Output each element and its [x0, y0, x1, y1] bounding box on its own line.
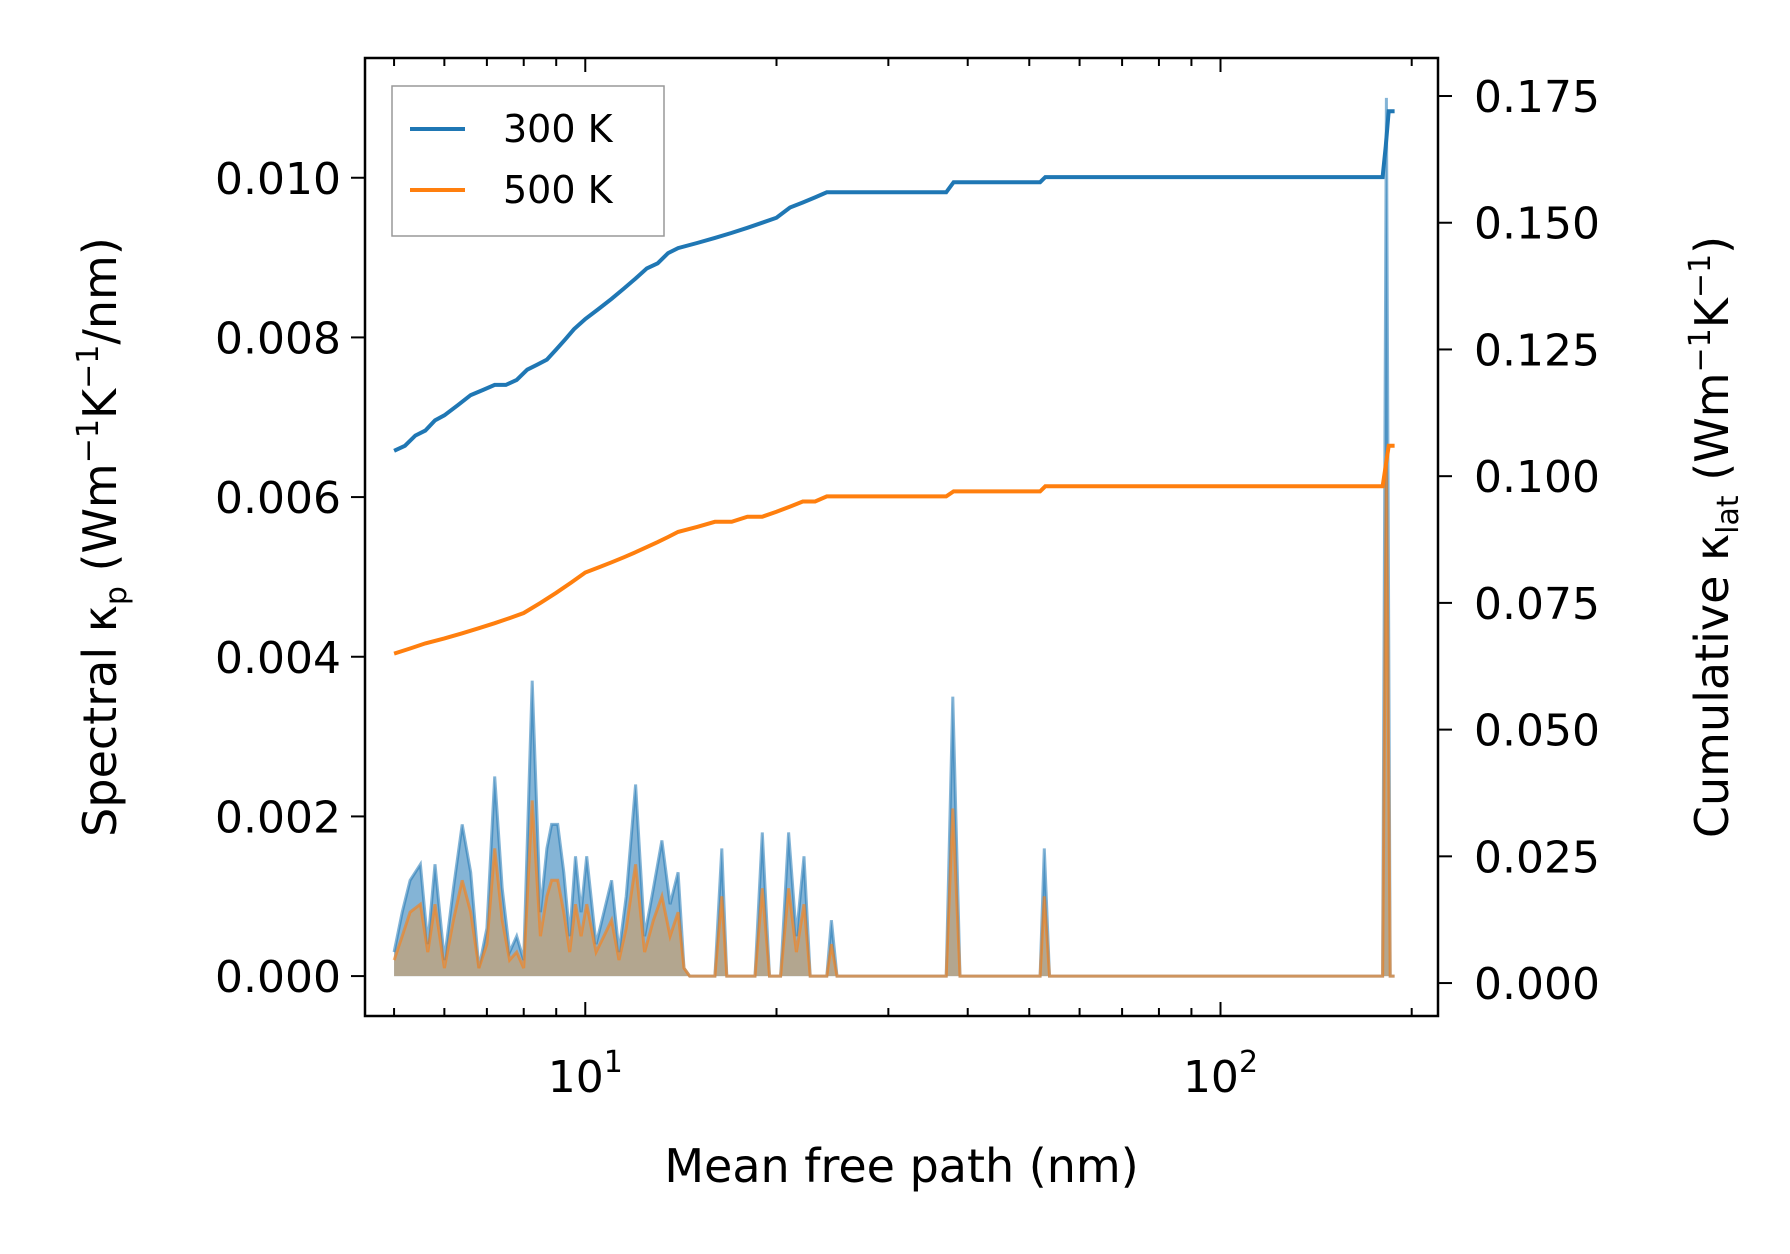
- left-y-label-part: Spectral κ: [73, 605, 127, 837]
- spectral-line-500k: [392, 457, 1395, 978]
- left-y-label-sub: p: [99, 586, 134, 605]
- right-y-label-sup: −1: [1683, 328, 1718, 372]
- legend: 300 K 500 K: [391, 85, 665, 237]
- x-tick-base: 10: [1183, 1052, 1239, 1103]
- left-y-label-part: /nm): [73, 237, 127, 344]
- right-y-label-part: ): [1685, 236, 1739, 254]
- y-left-tick-label: 0.000: [215, 952, 341, 1003]
- plot-frame: [363, 56, 1440, 1018]
- left-y-label-part: K: [73, 387, 127, 419]
- legend-box: [391, 85, 665, 237]
- x-tick-exponent: 2: [1239, 1045, 1258, 1080]
- right-y-label-sub: lat: [1711, 495, 1746, 534]
- y-right-tick-label: 0.125: [1474, 325, 1600, 376]
- cumulative-lines: [393, 109, 1395, 656]
- right-y-label-part: Cumulative κ: [1685, 534, 1739, 838]
- y-right-tick-label: 0.100: [1474, 452, 1600, 503]
- y-right-tick-label: 0.150: [1474, 199, 1600, 250]
- y-right-tick-label: 0.050: [1474, 706, 1600, 757]
- x-axis-label: Mean free path (nm): [664, 1139, 1138, 1193]
- y-left-tick-label: 0.006: [215, 473, 341, 524]
- y-left-tick-label: 0.002: [215, 792, 341, 843]
- x-tick-label: 102: [1183, 1045, 1258, 1103]
- cumulative-line-500k: [393, 443, 1395, 656]
- right-y-axis-label: Cumulative κlat (Wm−1K−1): [1683, 236, 1746, 838]
- spectral-line-300k: [392, 97, 1395, 978]
- y-right-tick-label: 0.025: [1474, 832, 1600, 883]
- spectral-fills: [392, 97, 1395, 978]
- y-left-tick-label: 0.008: [215, 313, 341, 364]
- y-left-tick-label: 0.010: [215, 154, 341, 205]
- right-y-label-sup: −1: [1683, 254, 1718, 298]
- left-y-label-sup: −1: [71, 345, 106, 389]
- y-right-tick-label: 0.000: [1474, 959, 1600, 1010]
- y-right-tick-label: 0.175: [1474, 72, 1600, 123]
- legend-label-500k: 500 K: [503, 168, 614, 212]
- x-tick-exponent: 1: [604, 1045, 623, 1080]
- cumulative-line-300k: [393, 109, 1395, 453]
- left-y-label-sup: −1: [71, 419, 106, 463]
- axis-ticks: 101 1020.0000.0020.0040.0060.0080.0100.00…: [215, 58, 1600, 1103]
- x-tick-label: 101: [548, 1045, 623, 1103]
- right-y-label-part: K: [1685, 296, 1739, 328]
- left-y-label-part: (Wm: [73, 463, 127, 586]
- x-tick-base: 10: [548, 1052, 604, 1103]
- legend-label-300k: 300 K: [503, 107, 614, 151]
- right-y-label-part: (Wm: [1685, 372, 1739, 495]
- y-right-tick-label: 0.075: [1474, 579, 1600, 630]
- spectral-area-500k: [394, 457, 1395, 977]
- left-y-axis-label: Spectral κp (Wm−1K−1/nm): [71, 237, 134, 837]
- y-left-tick-label: 0.004: [215, 633, 341, 684]
